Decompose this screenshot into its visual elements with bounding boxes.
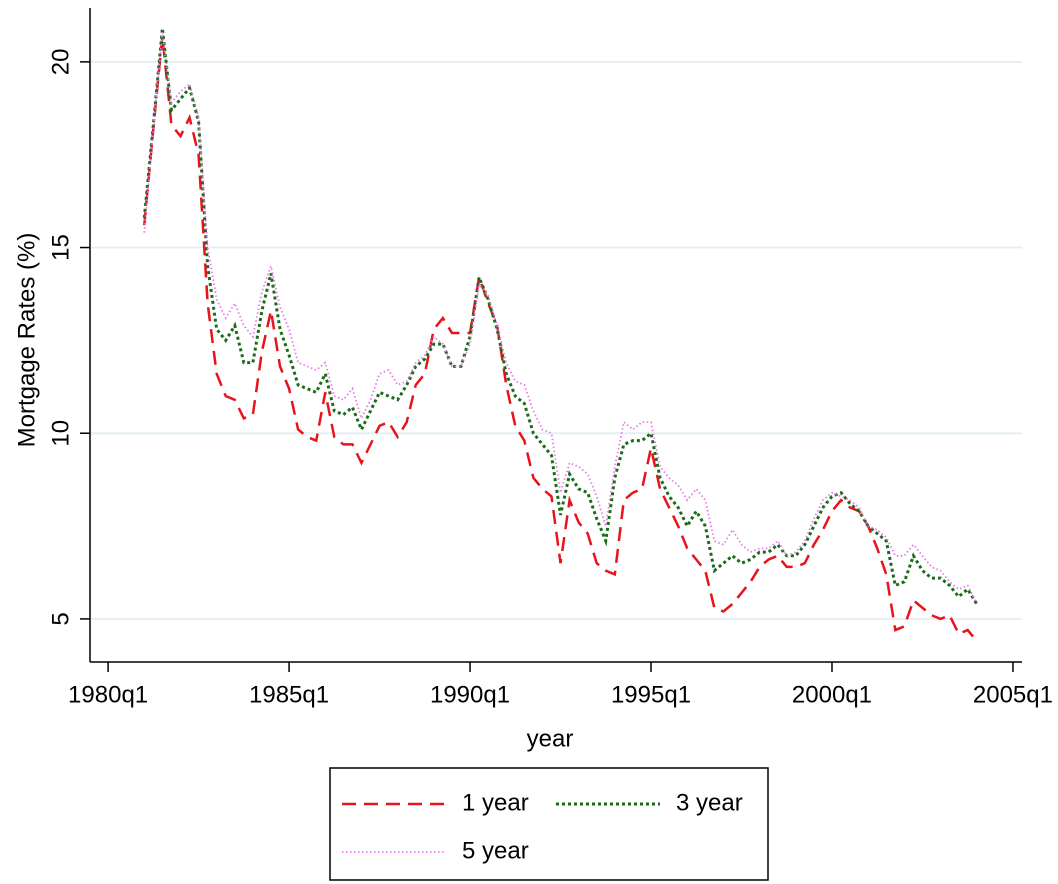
x-tick-label: 2005q1 — [973, 681, 1053, 708]
legend-box — [329, 767, 769, 881]
y-tick-label: 5 — [47, 612, 74, 625]
y-tick-label: 15 — [47, 234, 74, 261]
y-tick-label: 20 — [47, 48, 74, 75]
x-axis-title: year — [527, 725, 574, 752]
x-tick-label: 1990q1 — [430, 681, 510, 708]
y-tick-label: 10 — [47, 420, 74, 447]
x-tick-label: 1980q1 — [68, 681, 148, 708]
legend-label: 1 year — [462, 789, 529, 816]
legend-label: 3 year — [676, 789, 743, 816]
x-tick-label: 1985q1 — [249, 681, 329, 708]
line-series — [142, 28, 979, 605]
x-tick-label: 1995q1 — [611, 681, 691, 708]
line-series — [143, 35, 978, 642]
x-tick-label: 2000q1 — [792, 681, 872, 708]
y-axis-title: Mortgage Rates (%) — [13, 233, 40, 448]
legend-label: 5 year — [462, 837, 529, 864]
